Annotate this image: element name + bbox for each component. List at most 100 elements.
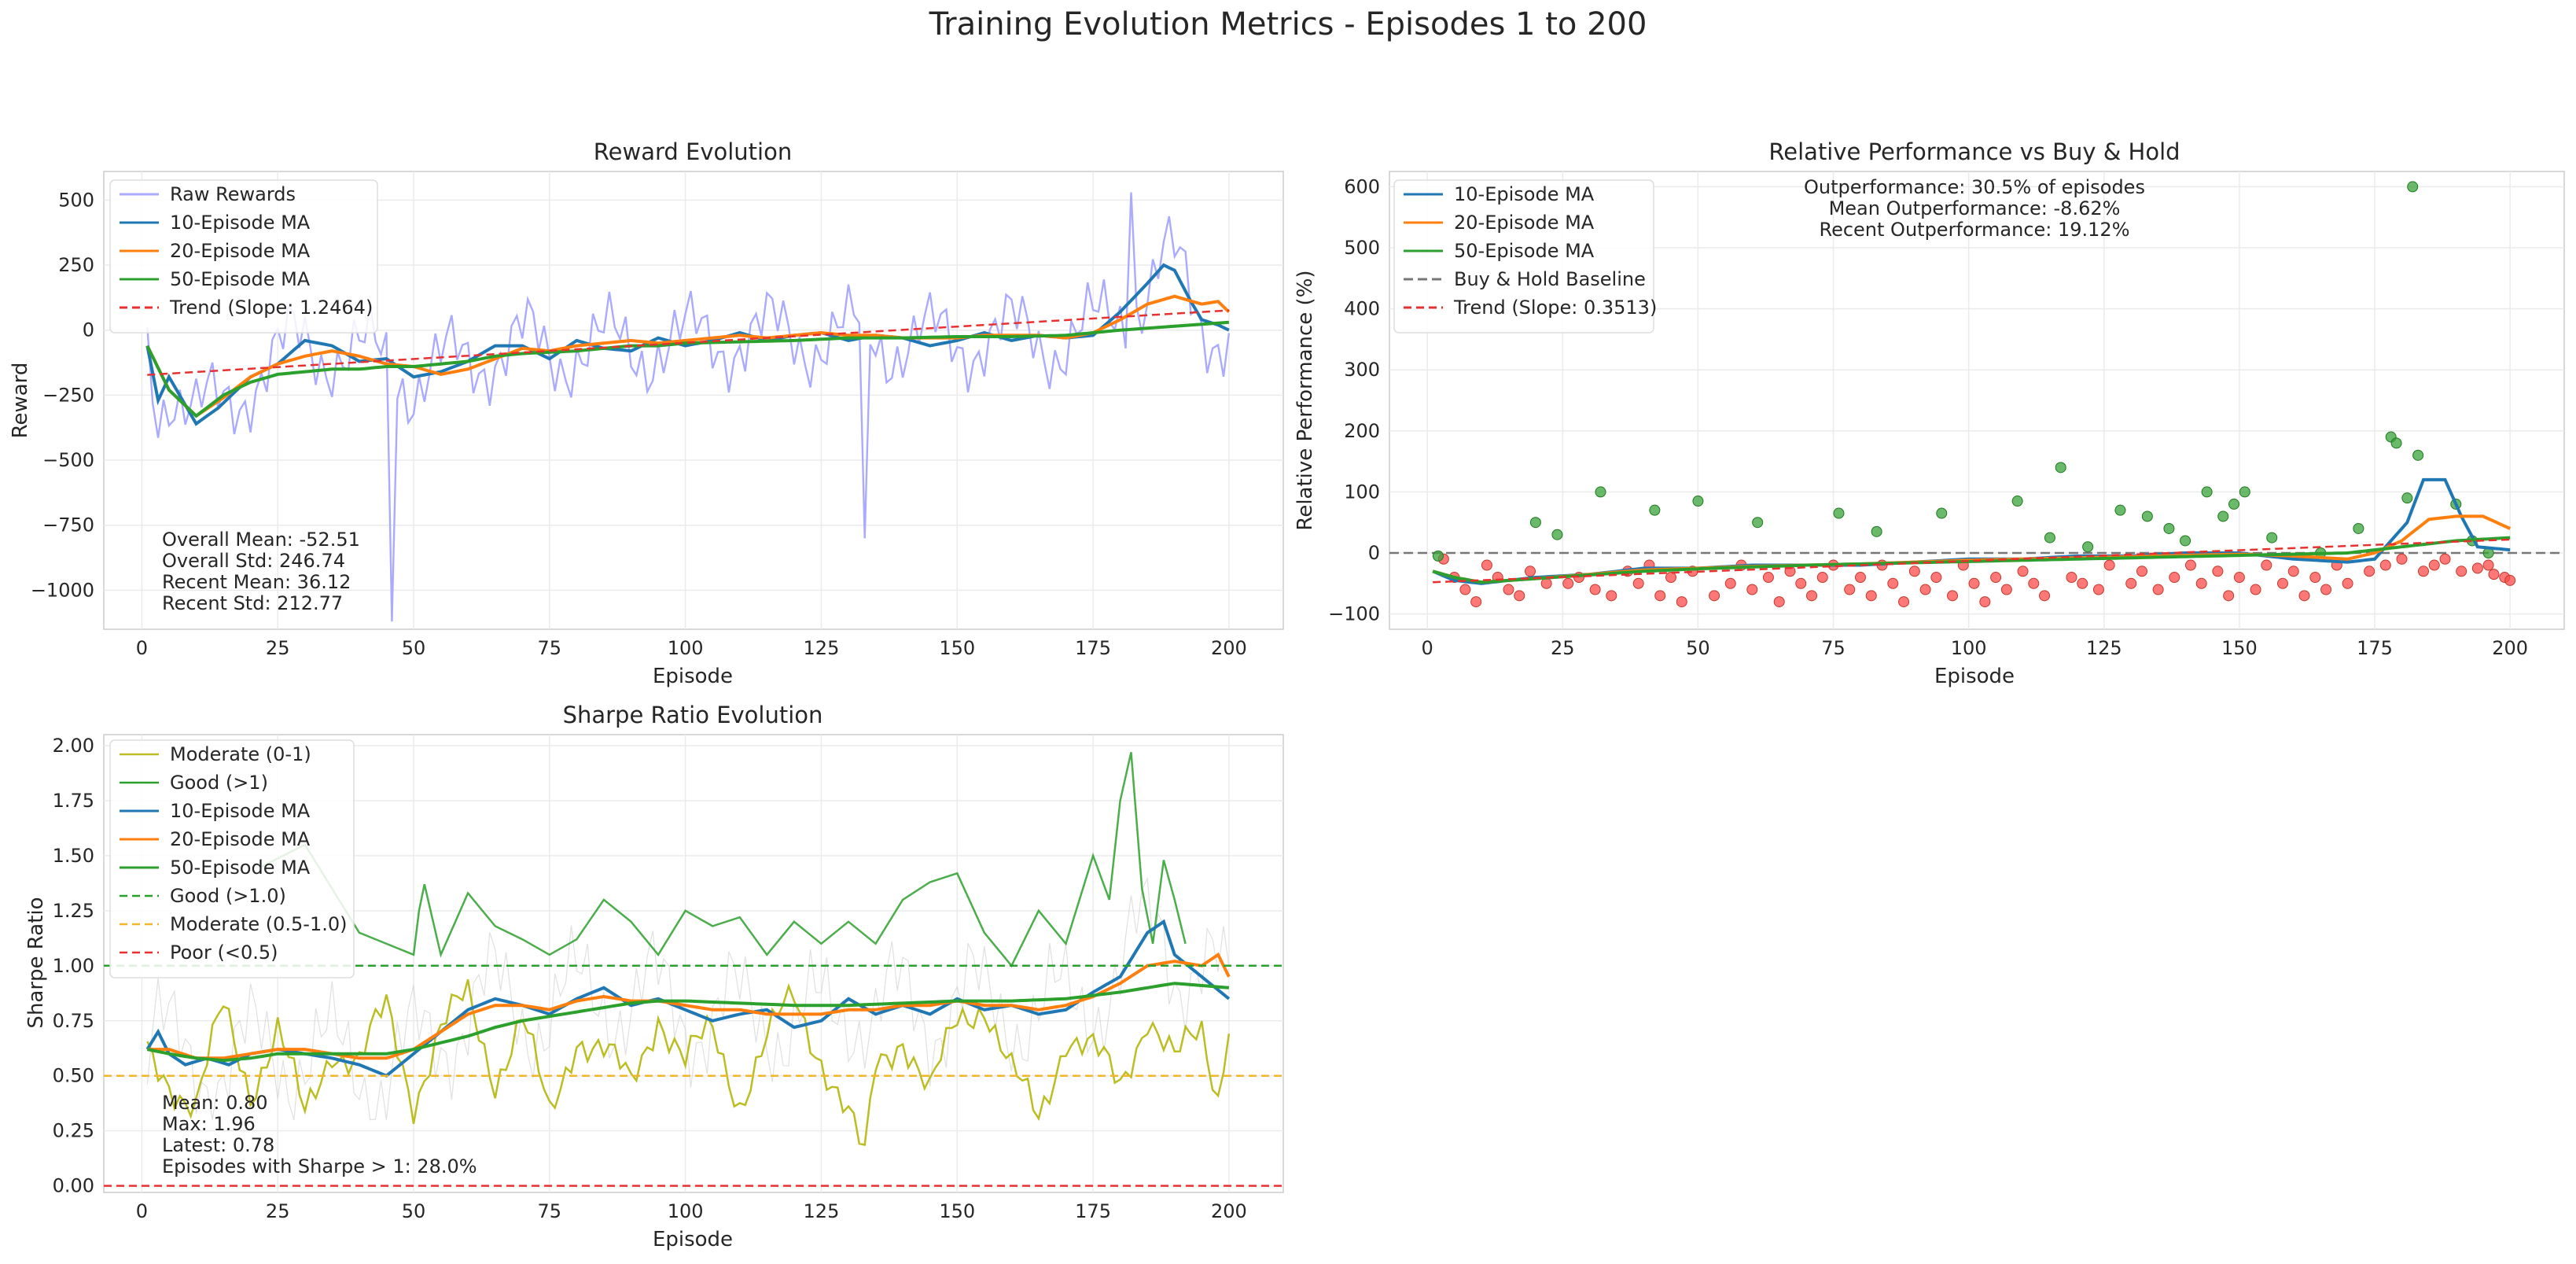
outperform-point	[1595, 486, 1606, 498]
underperform-point	[1665, 572, 1677, 584]
y-tick-label: 0.75	[53, 1010, 94, 1032]
underperform-point	[1724, 577, 1736, 589]
ma50-line	[146, 982, 1230, 1063]
underperform-point	[1654, 590, 1666, 602]
underperform-point	[2298, 590, 2310, 602]
legend-box	[109, 179, 378, 334]
outperform-point	[2201, 486, 2213, 498]
x-tick-label: 125	[2086, 637, 2122, 659]
sharpe-y-axis-label: Sharpe Ratio	[24, 897, 48, 1028]
underperform-point	[1919, 584, 1931, 595]
underperform-point	[1525, 566, 1536, 577]
y-tick-label: −1000	[31, 579, 94, 601]
underperform-point	[2223, 590, 2235, 602]
y-tick-label: 1.50	[53, 845, 94, 867]
underperform-point	[2309, 572, 2321, 584]
ma10-line	[145, 919, 1231, 1078]
underperform-point	[2039, 590, 2051, 602]
underperform-point	[2261, 559, 2272, 571]
underperform-point	[1481, 559, 1492, 571]
y-tick-label: 250	[58, 254, 94, 276]
x-tick-label: 150	[2221, 637, 2258, 659]
x-tick-label: 25	[266, 637, 290, 659]
x-tick-label: 175	[1075, 1200, 1111, 1222]
underperform-point	[2184, 559, 2196, 571]
underperform-point	[2000, 584, 2012, 595]
outperform-point	[1551, 529, 1563, 540]
y-tick-label: 300	[1344, 359, 1380, 381]
trend-line	[147, 309, 1229, 376]
underperform-point	[2250, 584, 2261, 595]
underperform-point	[1887, 577, 1899, 589]
outperform-point	[2412, 449, 2424, 461]
legend-label: 50-Episode MA	[170, 857, 311, 879]
x-tick-label: 100	[668, 1200, 704, 1222]
underperform-point	[2125, 577, 2137, 589]
legend-label: Moderate (0.5-1.0)	[170, 913, 348, 935]
underperform-point	[2456, 566, 2467, 577]
legend-box	[109, 739, 355, 978]
outperform-point	[2217, 510, 2229, 522]
underperform-point	[2195, 577, 2207, 589]
reward-stat-text: Recent Std: 212.77	[162, 592, 343, 614]
x-tick-label: 175	[1075, 637, 1111, 659]
y-tick-label: 0	[1368, 542, 1380, 564]
sharpe-stat-text: Episodes with Sharpe > 1: 28.0%	[162, 1155, 477, 1177]
x-tick-label: 0	[1422, 637, 1433, 659]
x-tick-label: 125	[804, 1200, 840, 1222]
underperform-point	[2504, 574, 2516, 586]
relperf-x-axis-label: Episode	[1934, 665, 2015, 688]
underperform-point	[1806, 590, 1818, 602]
outperform-point	[1692, 496, 1704, 507]
underperform-point	[1930, 572, 1942, 584]
underperform-point	[1968, 577, 1980, 589]
outperform-point	[2141, 510, 2153, 522]
underperform-point	[1773, 596, 1785, 608]
outperform-point	[2407, 181, 2419, 193]
legend-label: 50-Episode MA	[1454, 240, 1595, 262]
y-tick-label: 500	[1344, 237, 1380, 259]
underperform-point	[2417, 566, 2429, 577]
outperform-point	[1432, 550, 1444, 562]
underperform-point	[2103, 559, 2115, 571]
good-sharpe-line	[260, 752, 1187, 968]
reward-chart-title: Reward Evolution	[594, 138, 792, 165]
x-tick-label: 75	[538, 637, 562, 659]
y-tick-label: 1.00	[53, 955, 94, 977]
relperf-stat-text: Outperformance: 30.5% of episodes	[1804, 176, 2145, 198]
y-tick-label: 100	[1344, 481, 1380, 503]
x-tick-label: 200	[1211, 637, 1247, 659]
x-tick-label: 200	[2492, 637, 2528, 659]
underperform-point	[1606, 590, 1617, 602]
underperform-point	[1795, 577, 1807, 589]
reward-stat-text: Overall Mean: -52.51	[162, 529, 360, 551]
legend-label: Buy & Hold Baseline	[1454, 268, 1646, 290]
raw-sharpe-line	[146, 876, 1230, 1121]
underperform-point	[1709, 590, 1720, 602]
outperform-point	[2401, 492, 2413, 504]
underperform-point	[1562, 577, 1574, 589]
outperform-point	[2239, 486, 2250, 498]
reward-y-axis-label: Reward	[9, 363, 32, 439]
underperform-point	[1854, 572, 1866, 584]
raw-rewards-line	[146, 192, 1231, 622]
legend-label: Good (>1.0)	[170, 885, 286, 907]
x-tick-label: 150	[939, 637, 975, 659]
outperform-point	[1529, 517, 1541, 529]
outperform-point	[1752, 517, 1764, 529]
legend-label: 20-Episode MA	[170, 828, 311, 850]
underperform-point	[2396, 553, 2408, 565]
sharpe-chart-title: Sharpe Ratio Evolution	[563, 702, 823, 728]
underperform-point	[2364, 566, 2375, 577]
legend-label: 50-Episode MA	[170, 268, 311, 290]
underperform-point	[2169, 572, 2180, 584]
x-tick-label: 25	[1551, 637, 1575, 659]
x-tick-label: 0	[136, 1200, 148, 1222]
underperform-point	[2471, 562, 2483, 574]
y-tick-label: −500	[42, 449, 94, 471]
outperform-point	[2044, 532, 2055, 544]
y-tick-label: 400	[1344, 298, 1380, 320]
underperform-point	[1844, 584, 1856, 595]
legend-label: 10-Episode MA	[170, 800, 311, 822]
